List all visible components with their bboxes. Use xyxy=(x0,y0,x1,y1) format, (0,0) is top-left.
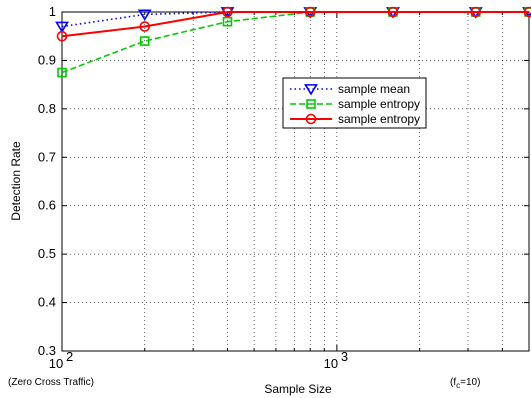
x-tick-labels: 10 2 10 3 xyxy=(49,349,348,371)
series-2 xyxy=(57,7,531,78)
legend-marker-1 xyxy=(304,84,318,96)
y-tick-label: 0.6 xyxy=(38,198,56,213)
series-2-point xyxy=(139,36,150,46)
y-tick-label: 0.5 xyxy=(38,246,56,261)
grid-lines xyxy=(62,12,529,351)
y-tick-label: 0.7 xyxy=(38,149,56,164)
x-axis-label: Sample Size xyxy=(264,382,332,396)
series-2-line xyxy=(61,11,529,74)
zero-cross-traffic-note: (Zero Cross Traffic) xyxy=(8,377,94,388)
x-tick-label-exponent: 3 xyxy=(341,349,348,364)
legend-label-1: sample mean xyxy=(338,82,410,96)
series-2-point xyxy=(222,16,233,27)
fc-note-suffix: =10) xyxy=(460,377,480,388)
fc-note-subscript: c xyxy=(456,381,460,390)
y-tick-label: 0.3 xyxy=(38,343,56,358)
x-tick-label-exponent: 2 xyxy=(66,349,73,364)
x-tick-label: 10 xyxy=(324,356,338,371)
y-tick-label: 0.8 xyxy=(38,101,56,116)
axis-ticks xyxy=(61,11,530,352)
y-tick-label: 0.9 xyxy=(38,52,56,67)
series-3-point xyxy=(222,6,233,18)
fc-note-prefix: (f xyxy=(450,377,456,388)
fc-note: (fc=10) xyxy=(450,377,480,390)
legend-label-3: sample entropy xyxy=(338,112,420,126)
series-2-point xyxy=(57,67,67,78)
series-layer xyxy=(55,6,531,78)
series-3-point xyxy=(387,6,399,18)
series-1-point xyxy=(55,21,69,34)
legend-label-2: sample entropy xyxy=(338,97,420,111)
series-3-point xyxy=(523,6,531,18)
legend-marker-3 xyxy=(305,113,317,125)
plot-frame xyxy=(61,11,530,352)
series-3-point xyxy=(139,21,151,32)
y-tick-labels: 0.3 0.4 0.5 0.6 0.7 0.8 0.9 1 xyxy=(38,4,56,358)
series-3 xyxy=(56,6,531,42)
series-1-line xyxy=(61,11,529,28)
series-1-point xyxy=(137,9,152,21)
series-3-line xyxy=(61,11,529,38)
y-tick-label: 1 xyxy=(49,4,56,19)
series-3-point xyxy=(470,6,482,18)
legend-marker-2 xyxy=(306,99,316,109)
series-3-point xyxy=(304,6,316,18)
y-axis-label: Detection Rate xyxy=(9,141,23,221)
series-3-point xyxy=(56,30,68,42)
y-tick-label: 0.4 xyxy=(38,295,56,310)
x-tick-label: 10 xyxy=(49,356,63,371)
